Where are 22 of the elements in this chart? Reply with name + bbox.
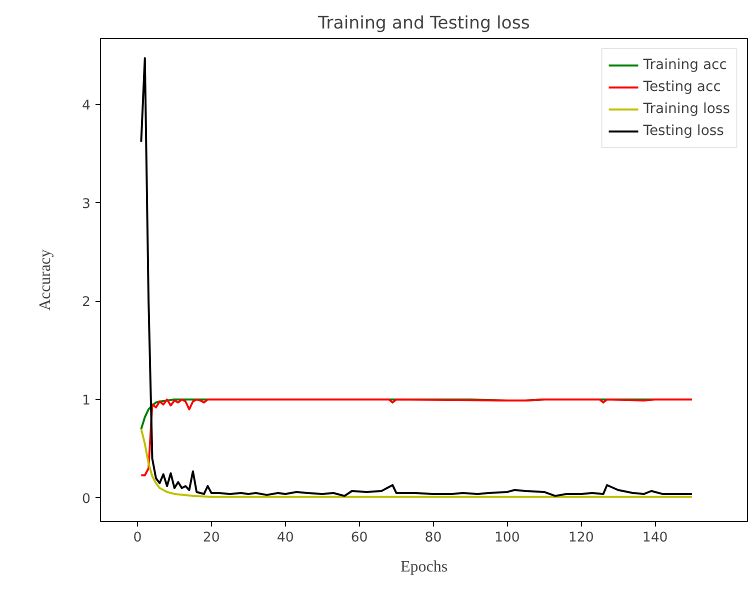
y-tick-label: 3 (82, 196, 91, 212)
chart-title: Training and Testing loss (317, 14, 530, 34)
x-tick-label: 20 (202, 530, 220, 546)
y-tick-label: 1 (82, 394, 91, 409)
y-tick-label: 2 (82, 295, 91, 310)
line-series (140, 428, 694, 498)
x-tick-label: 80 (424, 530, 442, 546)
legend-label: Testing loss (643, 123, 724, 139)
x-tick-label: 140 (642, 530, 668, 546)
y-tick-label: 0 (82, 492, 91, 507)
y-tick-label: 4 (82, 98, 91, 114)
legend-label: Training acc (643, 57, 727, 73)
legend-label: Testing acc (643, 79, 721, 95)
x-axis-title: Epochs (400, 558, 448, 576)
line-series (140, 398, 694, 476)
y-axis-title: Accuracy (37, 249, 54, 311)
x-tick-label: 120 (568, 530, 594, 546)
x-tick-label: 60 (350, 530, 368, 546)
x-tick-label: 0 (133, 530, 142, 546)
x-tick-label: 40 (276, 530, 294, 546)
legend-label: Training loss (643, 101, 730, 117)
x-tick-label: 100 (494, 530, 520, 546)
